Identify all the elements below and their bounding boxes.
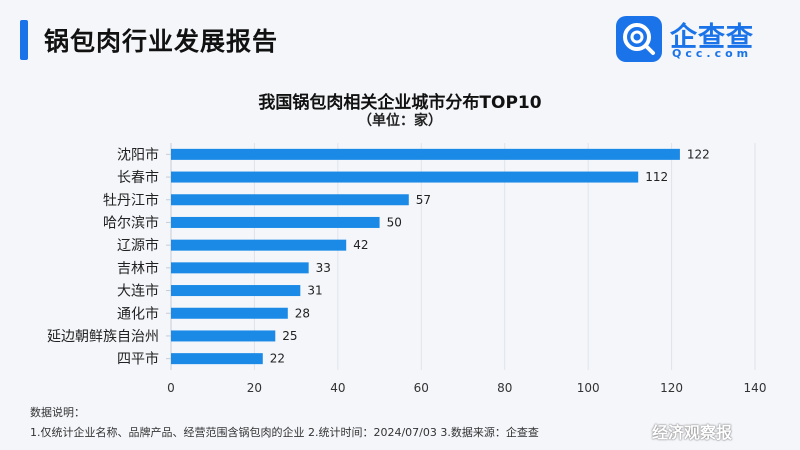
x-tick-label: 120	[660, 381, 683, 395]
category-label: 哈尔滨市	[103, 214, 159, 231]
category-label: 延边朝鲜族自治州	[47, 329, 159, 345]
x-tick-label: 40	[330, 381, 345, 395]
x-tick-label: 140	[744, 381, 767, 395]
data-label: 122	[687, 147, 710, 161]
x-tick-label: 80	[497, 381, 512, 395]
bar	[171, 307, 288, 319]
x-tick-label: 0	[167, 381, 175, 395]
bar	[171, 285, 301, 297]
category-label: 沈阳市	[117, 146, 159, 163]
data-label: 22	[270, 352, 285, 366]
bar	[171, 148, 680, 160]
bar	[171, 353, 263, 365]
bar	[171, 262, 309, 274]
data-label: 42	[353, 238, 368, 252]
report-title: 锅包肉行业发展报告	[44, 27, 279, 56]
chart-subtitle: （单位：家）	[358, 113, 442, 129]
qcc-logo-icon	[616, 16, 662, 62]
data-label: 50	[387, 215, 402, 229]
data-label: 31	[307, 284, 322, 298]
bar	[171, 194, 409, 206]
data-label: 25	[282, 329, 297, 343]
brand-name: 企查查	[670, 22, 754, 53]
data-label: 57	[416, 193, 431, 207]
notes-body: 1.仅统计企业名称、品牌产品、经营范围含锅包肉的企业 2.统计时间：2024/0…	[30, 426, 539, 439]
category-label: 吉林市	[117, 260, 159, 277]
category-label: 四平市	[117, 351, 159, 368]
brand-domain: Qcc.com	[672, 47, 753, 60]
x-tick-label: 60	[414, 381, 429, 395]
notes-title: 数据说明：	[30, 406, 85, 419]
header-accent-bar	[20, 20, 28, 60]
data-label: 33	[316, 261, 331, 275]
category-label: 大连市	[117, 283, 159, 300]
bar	[171, 330, 276, 342]
x-tick-label: 100	[577, 381, 600, 395]
bar	[171, 171, 639, 183]
x-tick-label: 20	[247, 381, 262, 395]
category-label: 辽源市	[117, 237, 159, 254]
watermark: 经济观察报	[652, 423, 733, 442]
bar	[171, 216, 380, 228]
data-label: 112	[645, 170, 668, 184]
bar	[171, 239, 347, 251]
data-label: 28	[295, 306, 310, 320]
category-label: 牡丹江市	[103, 192, 159, 209]
chart-title: 我国锅包肉相关企业城市分布TOP10	[258, 93, 542, 113]
brand-logo: 企查查 Qcc.com	[616, 14, 776, 66]
category-label: 长春市	[117, 169, 159, 186]
category-label: 通化市	[117, 305, 159, 322]
